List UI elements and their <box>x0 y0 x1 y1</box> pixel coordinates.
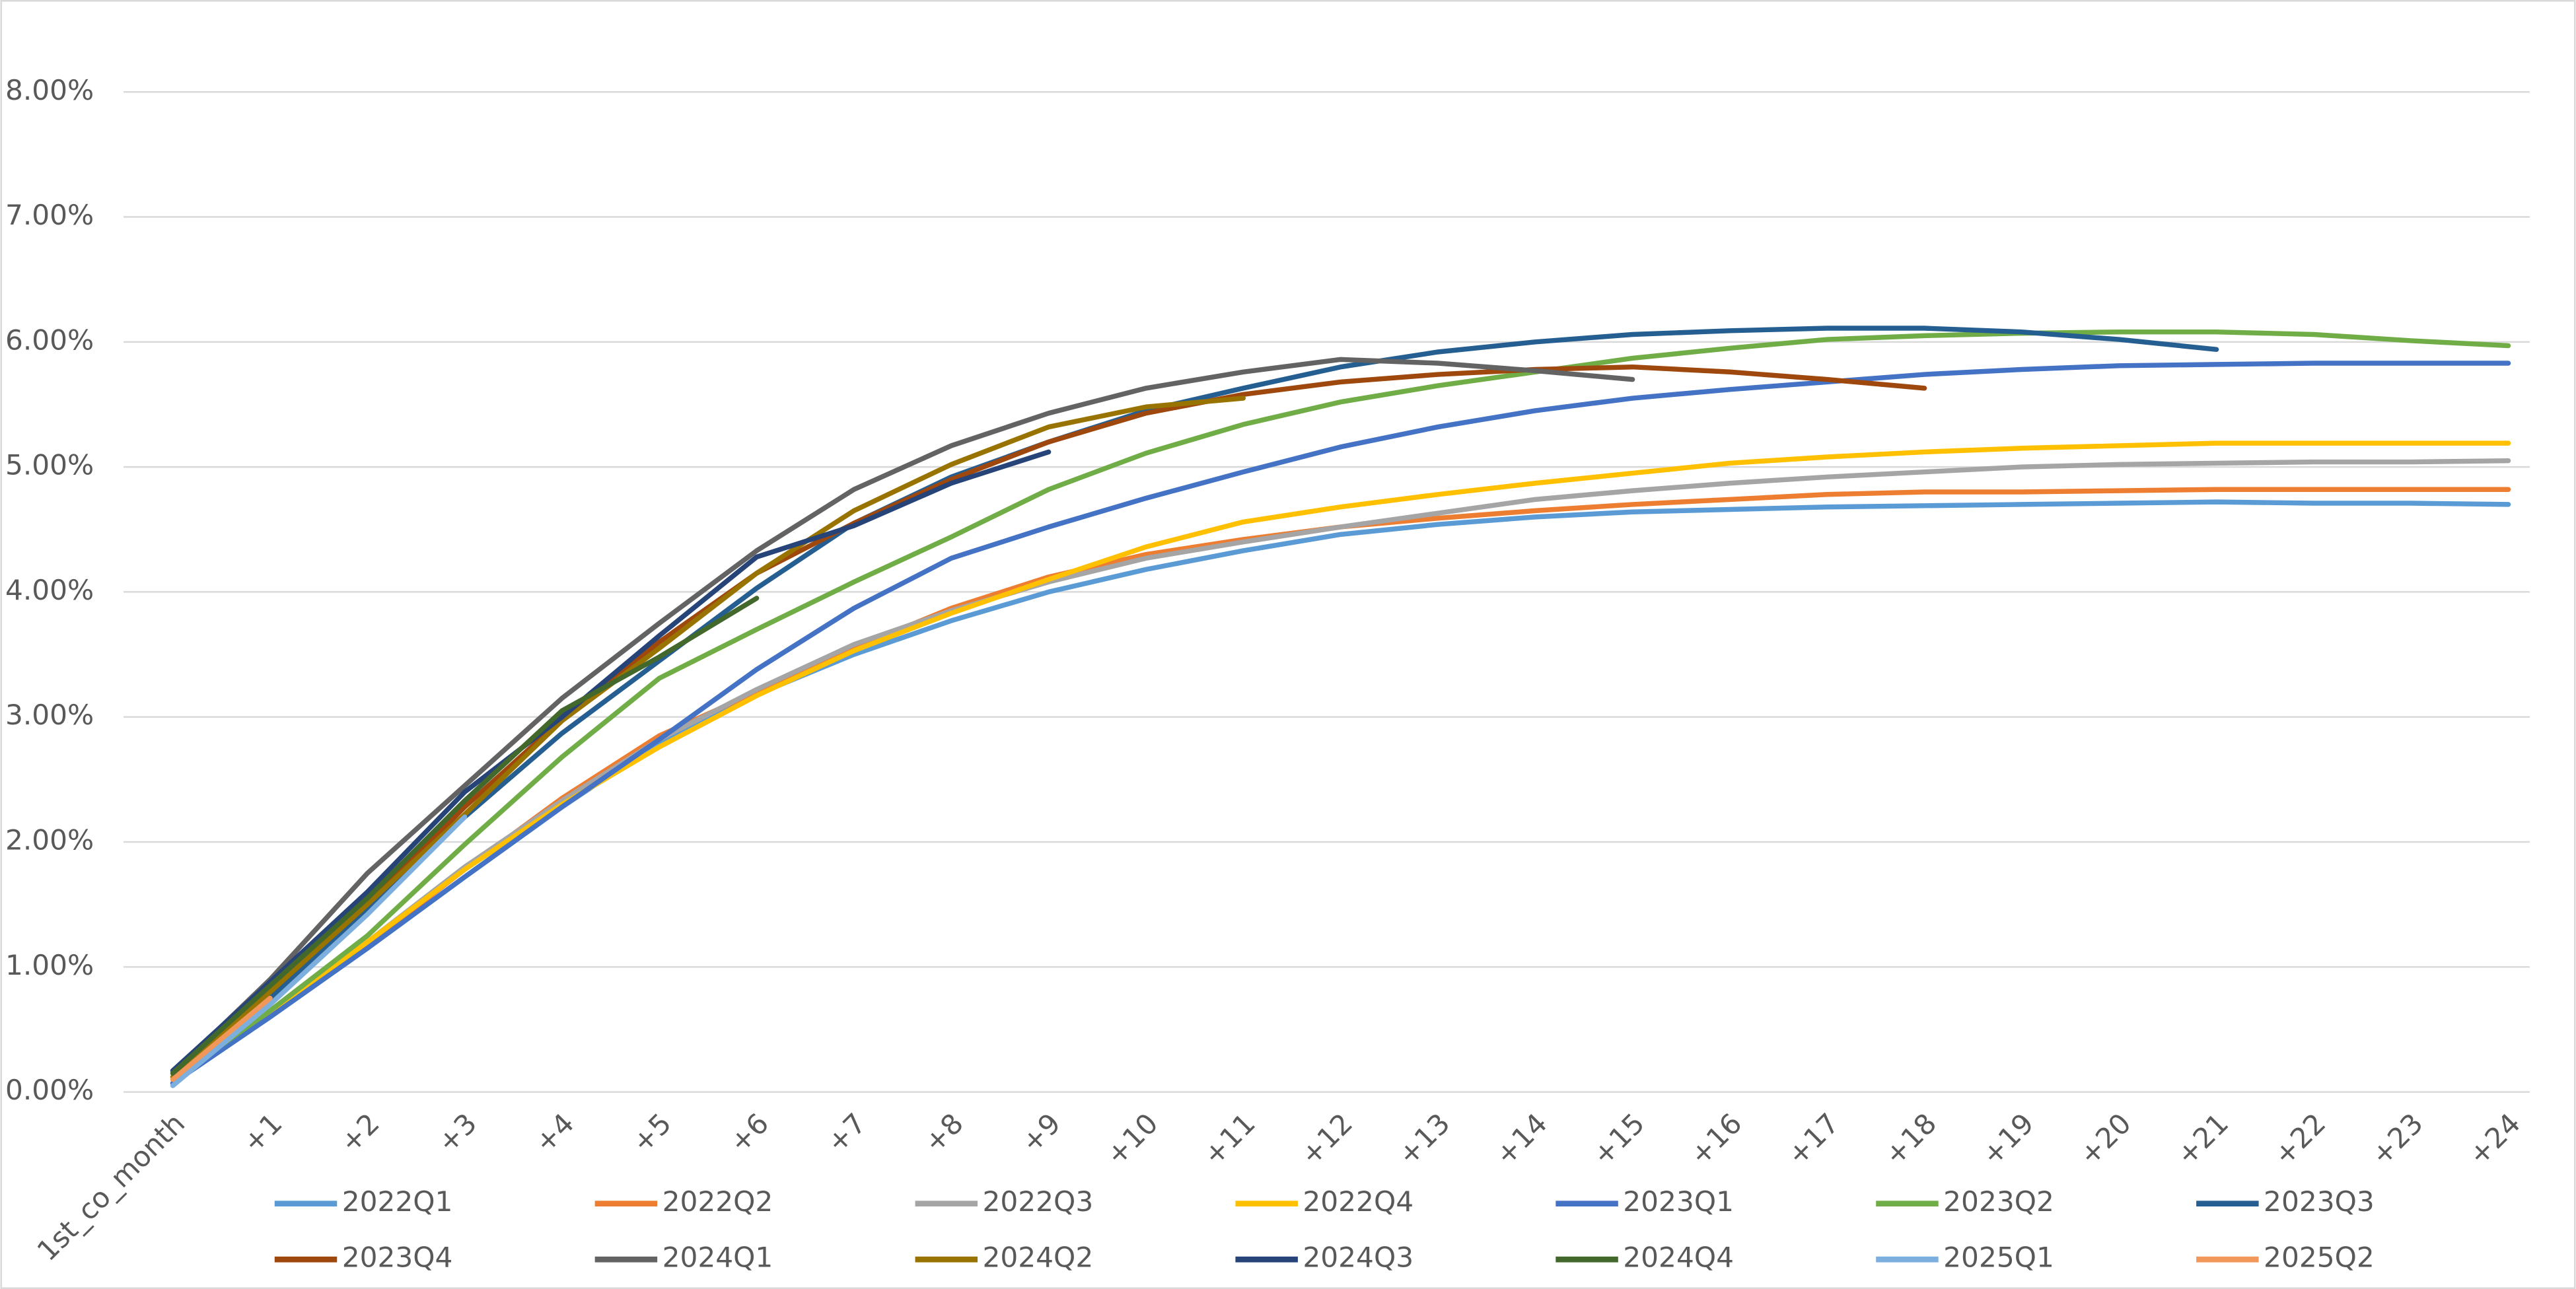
y-tick-label: 3.00% <box>5 699 94 731</box>
y-tick-label: 7.00% <box>5 199 94 231</box>
series-line <box>170 449 1052 1074</box>
legend-label: 2022Q3 <box>982 1185 1093 1218</box>
series-line <box>170 995 273 1082</box>
legend-label: 2024Q4 <box>1623 1241 1734 1274</box>
series-line <box>170 329 2511 1082</box>
y-tick-label: 2.00% <box>5 824 94 856</box>
legend-label: 2024Q1 <box>662 1241 773 1274</box>
y-tick-label: 1.00% <box>5 949 94 981</box>
legend-label: 2023Q1 <box>1623 1185 1734 1218</box>
legend-label: 2023Q4 <box>342 1241 453 1274</box>
y-tick-label: 5.00% <box>5 449 94 481</box>
series-line <box>170 361 2511 1086</box>
y-tick-label: 6.00% <box>5 324 94 356</box>
series-line <box>170 364 1927 1076</box>
y-tick-label: 0.00% <box>5 1074 94 1106</box>
legend-label: 2023Q3 <box>2264 1185 2375 1218</box>
legend-label: 2025Q1 <box>1943 1241 2054 1274</box>
series-line <box>170 396 1246 1080</box>
series-line <box>170 326 2219 1080</box>
legend-label: 2022Q4 <box>1303 1185 1413 1218</box>
series-line <box>170 814 468 1088</box>
series-line <box>170 596 760 1076</box>
y-tick-label: 8.00% <box>5 74 94 106</box>
legend-label: 2022Q2 <box>662 1185 773 1218</box>
legend-label: 2023Q2 <box>1943 1185 2054 1218</box>
legend-label: 2022Q1 <box>342 1185 453 1218</box>
series-line <box>170 357 1635 1076</box>
legend-label: 2024Q3 <box>1303 1241 1413 1274</box>
legend-label: 2025Q2 <box>2264 1241 2375 1274</box>
legend-label: 2024Q2 <box>982 1241 1093 1274</box>
y-tick-label: 4.00% <box>5 574 94 606</box>
series-line <box>170 458 2511 1086</box>
